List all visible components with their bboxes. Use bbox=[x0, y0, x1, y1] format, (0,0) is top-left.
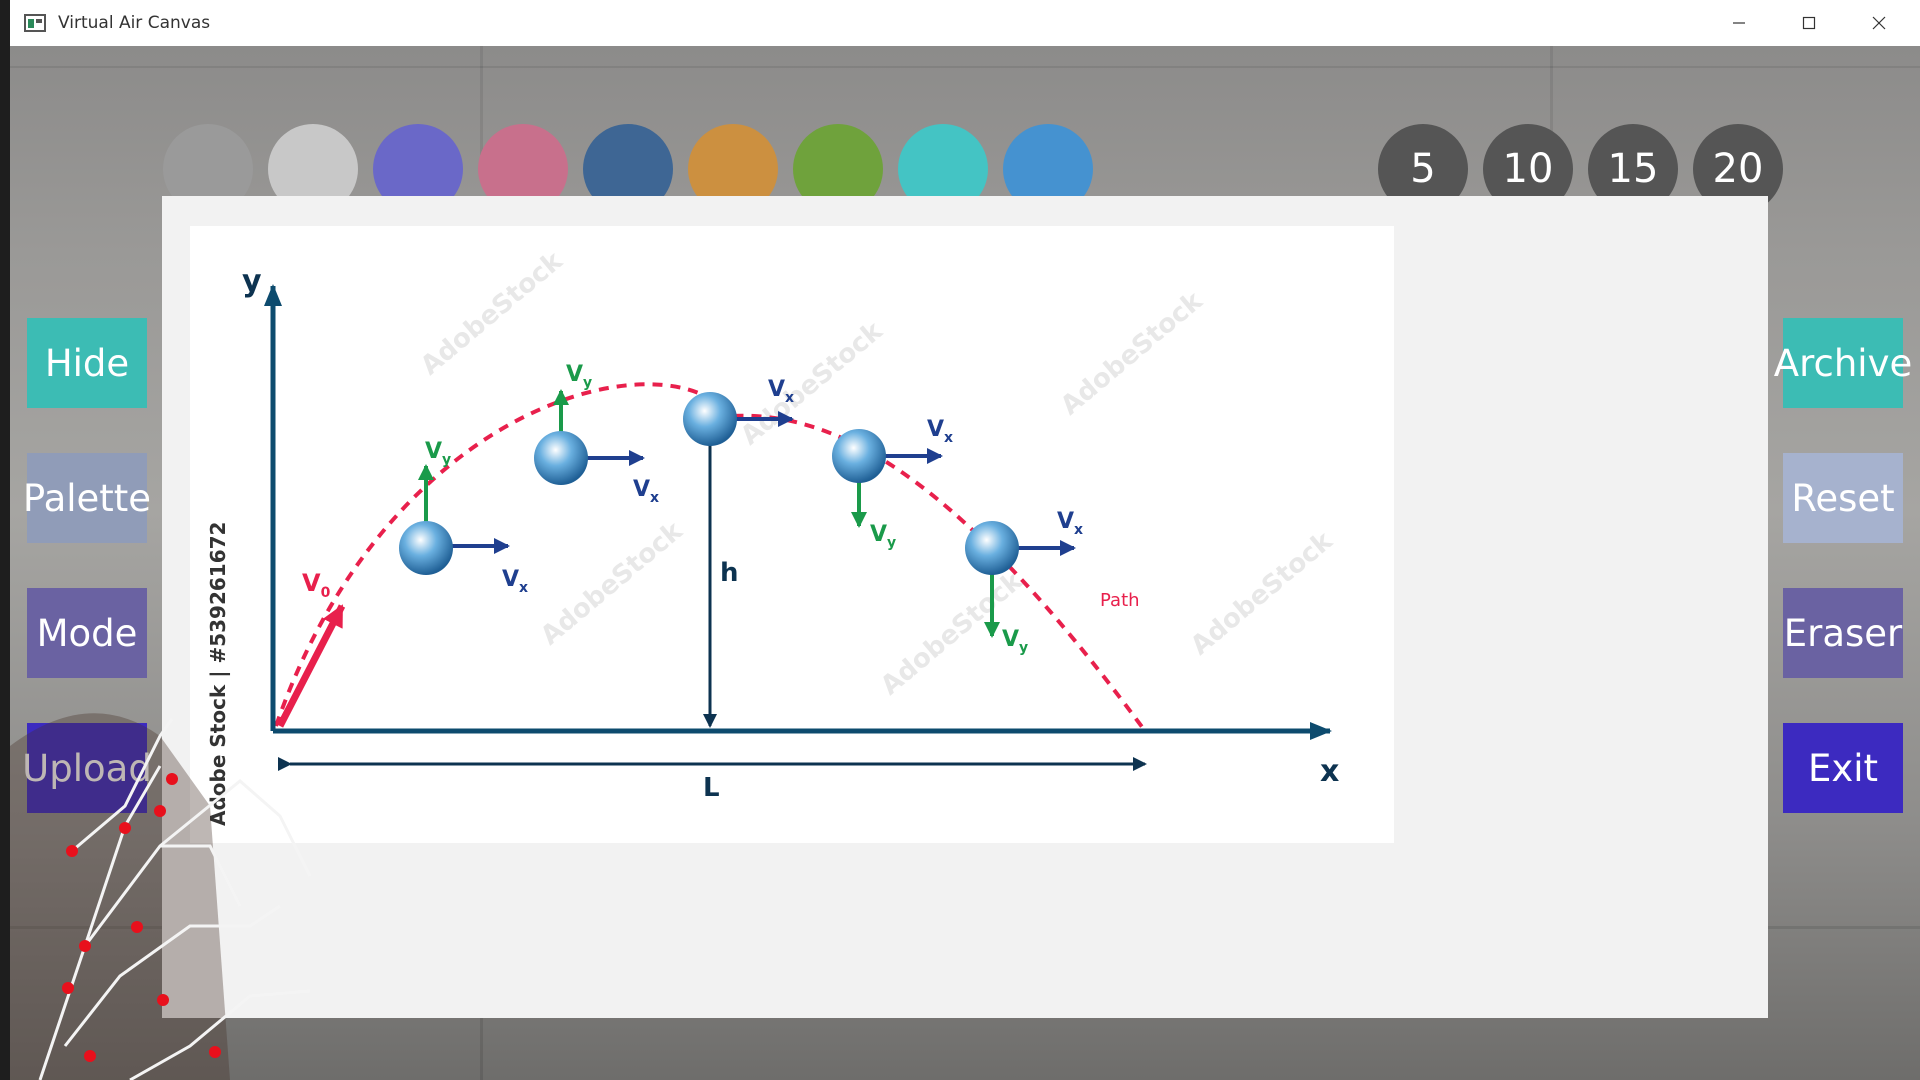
ball-2 bbox=[534, 431, 588, 485]
projectile-diagram: AdobeStock AdobeStock AdobeStock AdobeSt… bbox=[206, 246, 1339, 826]
hand-landmarks-overlay bbox=[10, 713, 312, 1080]
maximize-button[interactable] bbox=[1774, 0, 1844, 46]
title-bar: Virtual Air Canvas bbox=[10, 0, 1920, 47]
close-button[interactable] bbox=[1844, 0, 1914, 46]
svg-text:Vy: Vy bbox=[1002, 627, 1028, 656]
range-label: L bbox=[703, 773, 720, 803]
app-window: Virtual Air Canvas 5 10 15 20 bbox=[10, 0, 1920, 1080]
svg-text:Vx: Vx bbox=[768, 377, 794, 406]
app-icon bbox=[24, 14, 46, 32]
y-axis-label: y bbox=[242, 264, 262, 299]
archive-button[interactable]: Archive bbox=[1774, 318, 1912, 408]
svg-text:AdobeStock: AdobeStock bbox=[1185, 526, 1339, 662]
drawing-board[interactable]: AdobeStock AdobeStock AdobeStock AdobeSt… bbox=[162, 196, 1768, 1018]
ball-5 bbox=[965, 521, 1019, 575]
exit-button[interactable]: Exit bbox=[1783, 723, 1903, 813]
svg-text:Vy: Vy bbox=[870, 522, 896, 551]
svg-text:AdobeStock: AdobeStock bbox=[535, 516, 689, 652]
initial-velocity-arrow bbox=[276, 604, 346, 728]
window-title: Virtual Air Canvas bbox=[58, 13, 211, 33]
svg-text:Vx: Vx bbox=[927, 417, 953, 446]
eraser-button[interactable]: Eraser bbox=[1783, 588, 1903, 678]
ball-1 bbox=[399, 521, 453, 575]
camera-feed: 5 10 15 20 bbox=[10, 46, 1920, 1080]
minimize-button[interactable] bbox=[1704, 0, 1774, 46]
stock-watermark: Adobe Stock | #539261672 bbox=[206, 522, 230, 826]
uploaded-image: AdobeStock AdobeStock AdobeStock AdobeSt… bbox=[190, 226, 1394, 843]
v0-label: V0 bbox=[302, 569, 331, 601]
svg-text:AdobeStock: AdobeStock bbox=[1055, 286, 1209, 422]
minimize-icon bbox=[1733, 22, 1745, 24]
hide-button[interactable]: Hide bbox=[27, 318, 147, 408]
close-icon bbox=[1872, 16, 1886, 30]
svg-text:Vy: Vy bbox=[425, 439, 451, 468]
svg-text:Vx: Vx bbox=[633, 477, 659, 506]
ball-4 bbox=[832, 429, 886, 483]
height-label: h bbox=[720, 558, 739, 588]
reset-button[interactable]: Reset bbox=[1783, 453, 1903, 543]
palette-button[interactable]: Palette bbox=[23, 453, 151, 543]
x-axis-label: x bbox=[1320, 754, 1339, 789]
svg-text:Vy: Vy bbox=[566, 362, 592, 391]
svg-text:Vx: Vx bbox=[502, 567, 528, 596]
mode-button[interactable]: Mode bbox=[27, 588, 147, 678]
maximize-icon bbox=[1802, 16, 1816, 30]
svg-text:Vx: Vx bbox=[1057, 509, 1083, 538]
path-label: Path bbox=[1100, 590, 1140, 611]
ball-3 bbox=[683, 392, 737, 446]
upload-button[interactable]: Upload bbox=[22, 723, 152, 813]
svg-text:AdobeStock: AdobeStock bbox=[415, 246, 569, 382]
